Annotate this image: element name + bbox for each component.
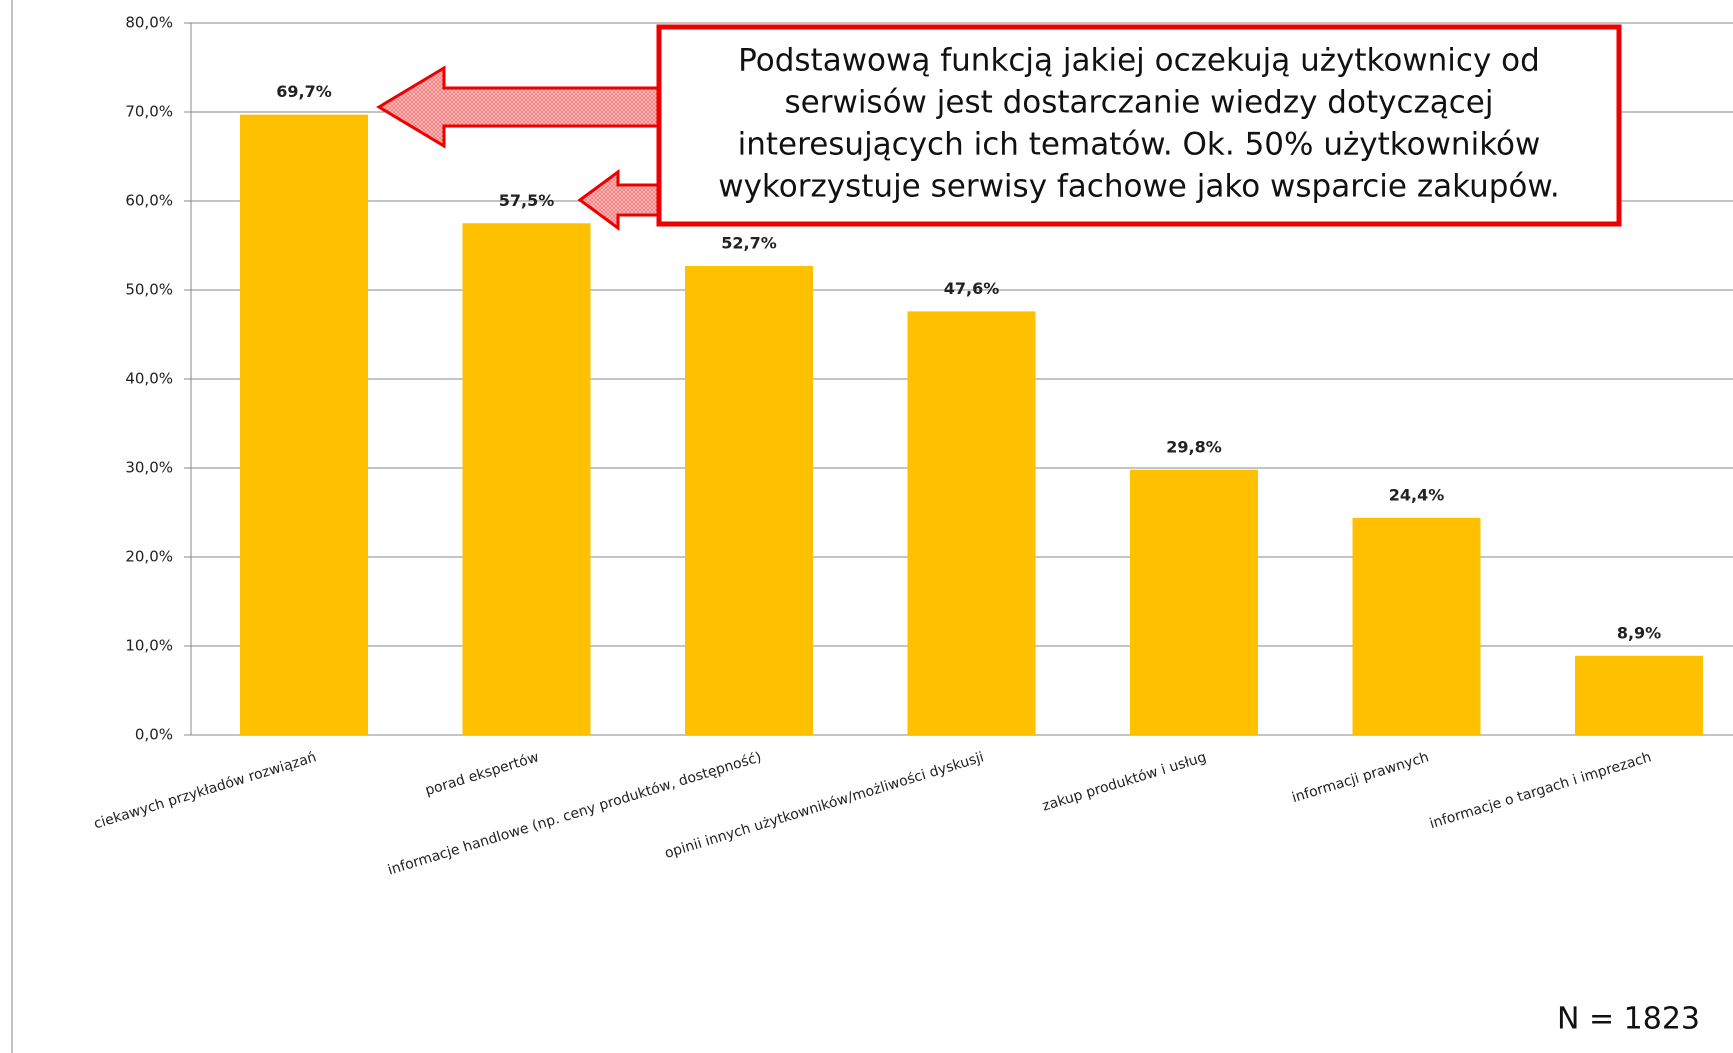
y-tick-label: 50,0% xyxy=(125,281,173,299)
y-tick-label: 20,0% xyxy=(125,548,173,566)
x-tick-label: ciekawych przykładów rozwiązań xyxy=(92,749,318,832)
x-tick-label: informacje o targach i imprezach xyxy=(1428,749,1654,832)
annotation-text: Podstawową funkcją jakiej oczekują użytk… xyxy=(738,43,1540,79)
y-tick-label: 40,0% xyxy=(125,370,173,388)
bar xyxy=(685,265,813,735)
annotation-text: interesujących ich tematów. Ok. 50% użyt… xyxy=(738,127,1541,163)
x-tick-label: porad ekspertów xyxy=(423,749,540,799)
annotation-box xyxy=(656,24,1622,227)
value-label: 8,9% xyxy=(1617,623,1661,642)
x-tick-label: informacji prawnych xyxy=(1290,749,1431,806)
bar xyxy=(907,311,1036,735)
annotation-text: serwisów jest dostarczanie wiedzy dotycz… xyxy=(785,85,1494,121)
value-label: 29,8% xyxy=(1166,437,1222,456)
annotation-text: wykorzystuje serwisy fachowe jako wsparc… xyxy=(718,169,1560,205)
value-label: 47,6% xyxy=(944,279,1000,298)
x-tick-label: informacje handlowe (np. ceny produktów,… xyxy=(386,749,763,878)
bar xyxy=(462,223,591,735)
y-tick-label: 30,0% xyxy=(125,459,173,477)
bar xyxy=(240,114,368,736)
y-tick-label: 0,0% xyxy=(135,726,173,744)
y-tick-label: 70,0% xyxy=(125,103,173,121)
y-tick-label: 60,0% xyxy=(125,192,173,210)
bar xyxy=(1352,517,1481,735)
bar xyxy=(1575,655,1703,735)
value-label: 69,7% xyxy=(276,82,332,101)
value-label: 52,7% xyxy=(721,233,777,252)
y-tick-label: 80,0% xyxy=(125,14,173,32)
note: N = 1823 xyxy=(1557,1002,1700,1037)
arrow xyxy=(376,65,702,149)
value-label: 24,4% xyxy=(1389,485,1445,504)
x-tick-label: zakup produktów i usług xyxy=(1040,749,1208,814)
y-tick-label: 10,0% xyxy=(125,637,173,655)
value-label: 57,5% xyxy=(499,191,555,210)
bar xyxy=(1130,469,1258,735)
